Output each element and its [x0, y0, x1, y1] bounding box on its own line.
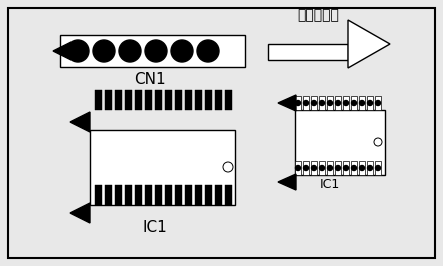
Circle shape [343, 165, 349, 171]
Bar [135, 185, 142, 205]
Polygon shape [278, 95, 296, 111]
Circle shape [303, 165, 308, 171]
Bar [185, 90, 192, 110]
Circle shape [343, 101, 349, 106]
Text: IC1: IC1 [320, 178, 340, 192]
Circle shape [319, 101, 325, 106]
Bar [115, 90, 122, 110]
Circle shape [327, 165, 333, 171]
Bar [295, 161, 301, 175]
Circle shape [374, 138, 382, 146]
Bar [225, 90, 232, 110]
Bar [165, 185, 172, 205]
Bar [367, 161, 373, 175]
Circle shape [360, 101, 365, 106]
Circle shape [197, 40, 219, 62]
Bar [311, 161, 317, 175]
Bar [359, 161, 365, 175]
Bar [205, 90, 212, 110]
Polygon shape [53, 42, 71, 60]
Bar [105, 185, 112, 205]
Bar [215, 185, 222, 205]
Circle shape [376, 101, 381, 106]
Bar [319, 96, 325, 110]
Text: IC1: IC1 [143, 221, 167, 235]
Bar [165, 90, 172, 110]
Circle shape [335, 165, 341, 171]
Bar [115, 185, 122, 205]
Circle shape [319, 165, 325, 171]
Bar [175, 185, 182, 205]
Circle shape [311, 165, 316, 171]
Bar [351, 161, 357, 175]
Bar [359, 96, 365, 110]
Bar [268, 44, 348, 60]
Polygon shape [70, 203, 90, 223]
Circle shape [368, 165, 373, 171]
Bar [343, 96, 349, 110]
Bar [195, 185, 202, 205]
Bar [375, 96, 381, 110]
Circle shape [145, 40, 167, 62]
Text: CN1: CN1 [134, 73, 166, 88]
Bar [125, 90, 132, 110]
Polygon shape [70, 112, 90, 132]
Bar [145, 185, 152, 205]
Bar [225, 185, 232, 205]
Circle shape [351, 101, 357, 106]
Polygon shape [278, 174, 296, 190]
Circle shape [311, 101, 316, 106]
Circle shape [327, 101, 333, 106]
Bar [95, 185, 102, 205]
Bar [335, 161, 341, 175]
Polygon shape [348, 20, 390, 68]
Bar [90, 130, 235, 205]
Bar [327, 96, 333, 110]
Bar [135, 90, 142, 110]
Bar [327, 161, 333, 175]
Bar [319, 161, 325, 175]
Circle shape [295, 101, 300, 106]
Bar [375, 161, 381, 175]
Circle shape [303, 101, 308, 106]
Bar [367, 96, 373, 110]
Bar [95, 90, 102, 110]
Circle shape [171, 40, 193, 62]
Bar [303, 96, 309, 110]
Circle shape [335, 101, 341, 106]
Bar [105, 90, 112, 110]
Circle shape [67, 40, 89, 62]
Bar [145, 90, 152, 110]
Bar [205, 185, 212, 205]
Circle shape [93, 40, 115, 62]
Bar [311, 96, 317, 110]
Bar [215, 90, 222, 110]
Circle shape [223, 162, 233, 172]
Bar [185, 185, 192, 205]
Bar [351, 96, 357, 110]
Bar [175, 90, 182, 110]
Bar [195, 90, 202, 110]
Bar [295, 110, 385, 175]
Bar [155, 90, 162, 110]
Circle shape [351, 165, 357, 171]
Circle shape [376, 165, 381, 171]
Bar [155, 185, 162, 205]
Bar [60, 35, 245, 67]
Bar [343, 161, 349, 175]
Bar [125, 185, 132, 205]
Circle shape [368, 101, 373, 106]
Bar [303, 161, 309, 175]
Bar [295, 96, 301, 110]
Circle shape [119, 40, 141, 62]
Circle shape [295, 165, 300, 171]
Text: 过波峰方向: 过波峰方向 [297, 8, 339, 22]
Bar [335, 96, 341, 110]
Circle shape [360, 165, 365, 171]
